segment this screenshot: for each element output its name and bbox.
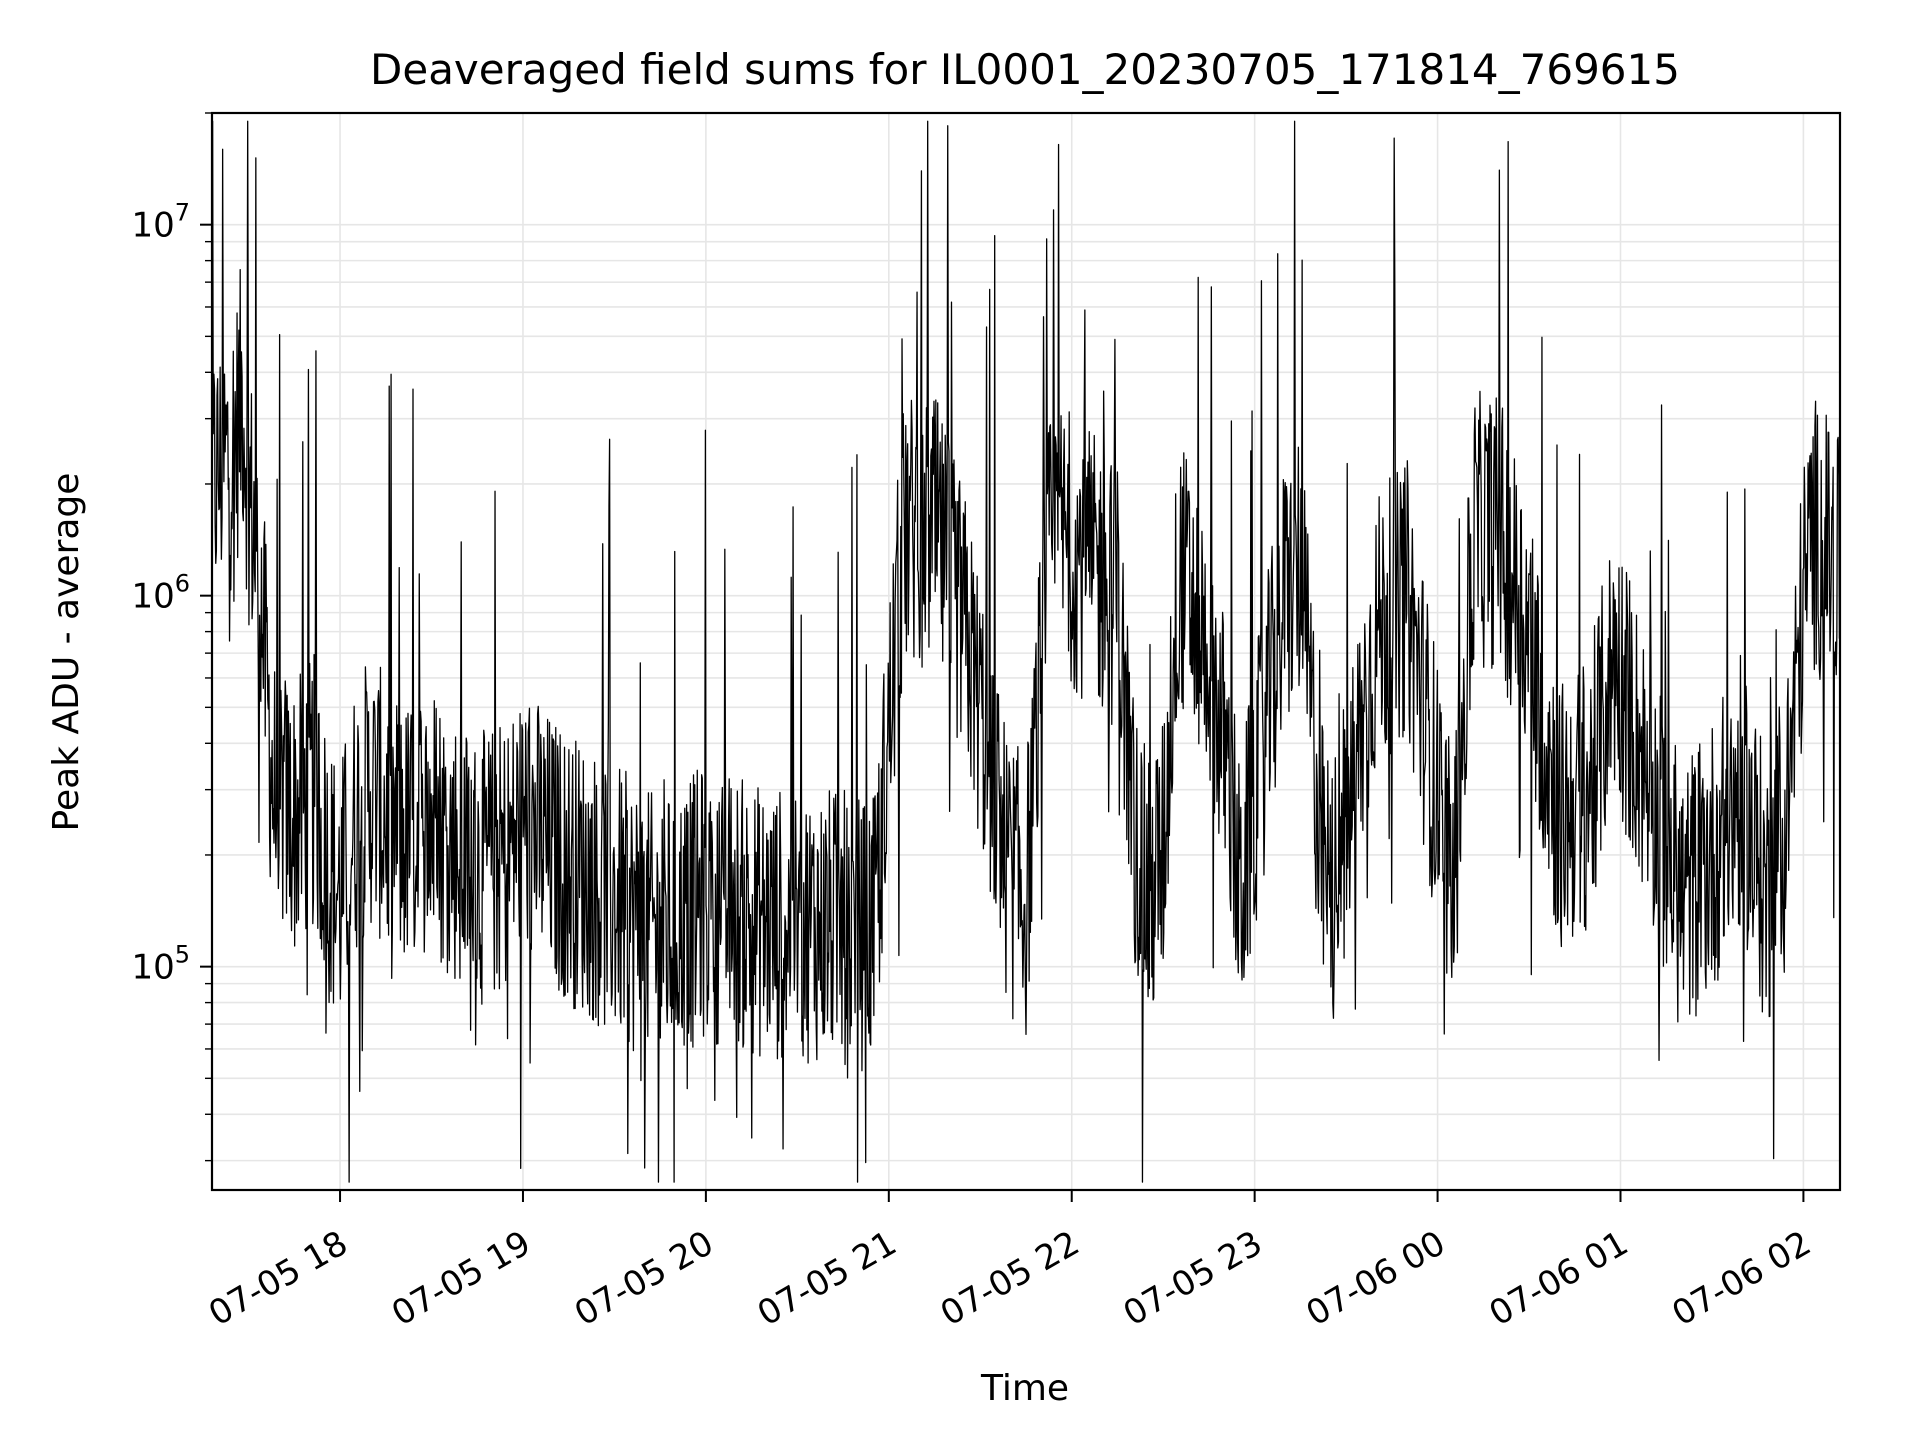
x-tick-label: 07-06 01 xyxy=(1483,1223,1635,1334)
x-tick-label: 07-05 23 xyxy=(1117,1223,1269,1334)
x-tick-label: 07-05 18 xyxy=(202,1223,354,1334)
x-tick-label: 07-05 20 xyxy=(568,1223,720,1334)
x-tick-label: 07-05 21 xyxy=(751,1223,903,1334)
y-tick-label: 106 xyxy=(131,570,190,617)
x-tick-label: 07-06 02 xyxy=(1666,1223,1818,1334)
y-tick-label: 107 xyxy=(131,199,190,246)
y-axis-label: Peak ADU - average xyxy=(46,473,87,832)
chart-title: Deaveraged field sums for IL0001_2023070… xyxy=(370,45,1680,94)
series-layer xyxy=(211,120,1841,1183)
series-line xyxy=(211,120,1841,1183)
plot-frame xyxy=(210,111,1842,1192)
x-tick-label: 07-05 19 xyxy=(385,1223,537,1334)
x-tick-label: 07-05 22 xyxy=(934,1223,1086,1334)
grid-layer xyxy=(212,112,1840,1190)
x-axis-label: Time xyxy=(980,1368,1069,1409)
y-tick-label: 105 xyxy=(131,941,190,988)
x-tick-label: 07-06 00 xyxy=(1300,1223,1452,1334)
